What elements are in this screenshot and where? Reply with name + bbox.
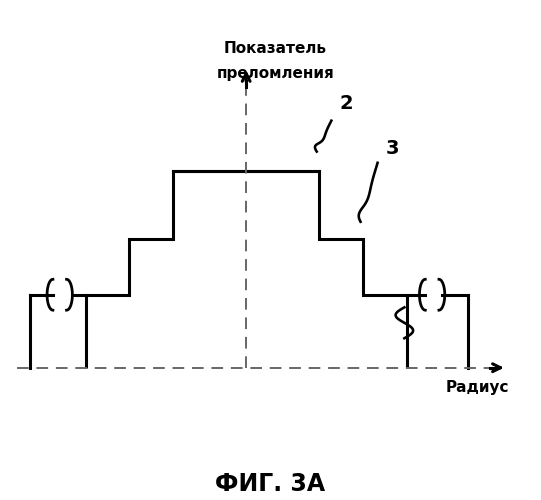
Text: ФИГ. 3А: ФИГ. 3А: [215, 472, 326, 496]
Text: Радиус: Радиус: [446, 380, 509, 395]
Text: 2: 2: [339, 94, 353, 114]
Text: 3: 3: [385, 140, 399, 158]
Text: Показатель: Показатель: [224, 41, 327, 56]
Text: преломления: преломления: [216, 66, 334, 82]
